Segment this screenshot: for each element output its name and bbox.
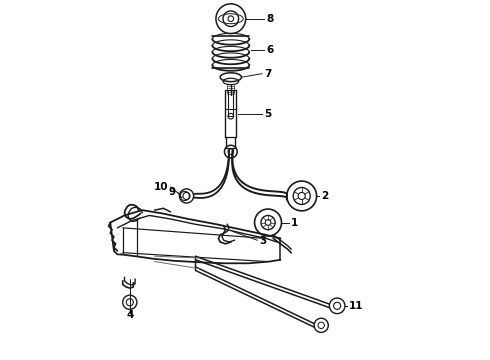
Text: 1: 1 <box>291 217 298 228</box>
Text: 6: 6 <box>266 45 273 55</box>
Text: 9: 9 <box>169 188 176 197</box>
Text: 5: 5 <box>264 109 271 120</box>
Text: 10: 10 <box>154 182 169 192</box>
Text: 7: 7 <box>264 69 271 79</box>
Text: 2: 2 <box>321 191 328 201</box>
Text: 8: 8 <box>266 14 273 24</box>
Text: 4: 4 <box>126 310 133 320</box>
Text: 11: 11 <box>348 301 363 311</box>
Text: 3: 3 <box>259 236 267 246</box>
